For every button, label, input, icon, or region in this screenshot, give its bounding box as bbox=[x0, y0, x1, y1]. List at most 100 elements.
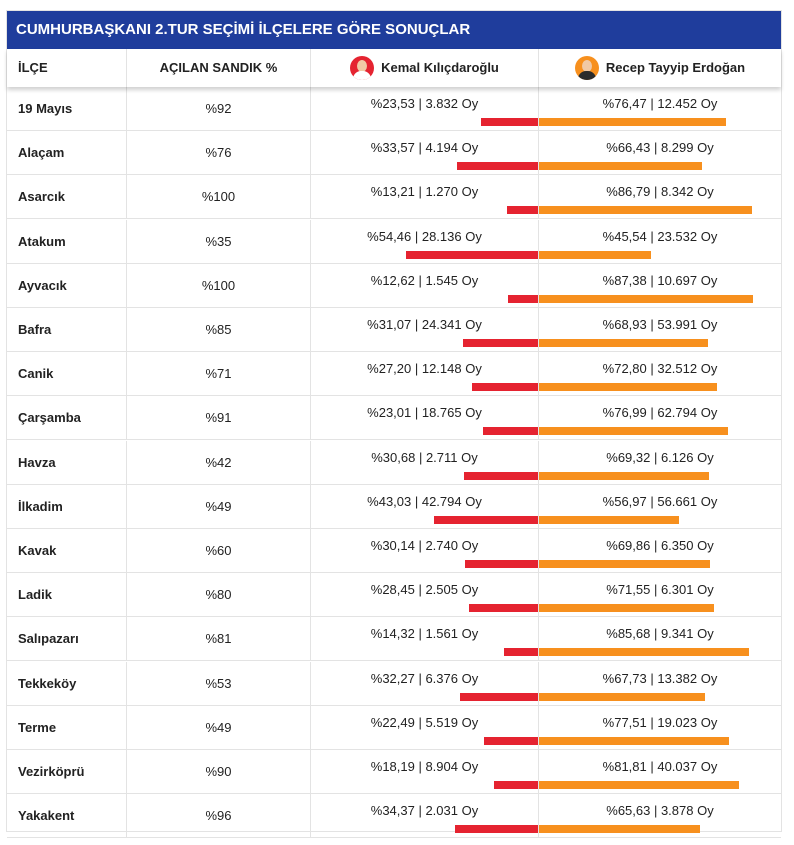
candidate-1-result: %54,46 | 28.136 Oy bbox=[310, 219, 539, 263]
candidate-1-bar bbox=[483, 736, 539, 745]
table-row: Vezirköprü %90 %18,19 | 8.904 Oy %81,81 | 4… bbox=[7, 750, 781, 794]
candidate-1-result: %28,45 | 2.505 Oy bbox=[310, 573, 539, 617]
candidate-2-result: %65,63 | 3.878 Oy bbox=[538, 794, 781, 838]
opened-boxes-value: %76 bbox=[126, 131, 310, 175]
candidate-2-bar bbox=[539, 648, 749, 657]
candidate-1-bar bbox=[508, 294, 539, 303]
candidate-2-result-text: %66,43 | 8.299 Oy bbox=[606, 140, 714, 156]
candidate-2-result: %76,47 | 12.452 Oy bbox=[538, 87, 781, 130]
candidate-2-result: %56,97 | 56.661 Oy bbox=[538, 484, 781, 528]
opened-boxes-value: %49 bbox=[126, 705, 310, 749]
table-row: Kavak %60 %30,14 | 2.740 Oy %69,86 | 6.350 … bbox=[7, 529, 781, 573]
opened-boxes-value: %53 bbox=[126, 661, 310, 705]
candidate-1-bar bbox=[462, 339, 539, 347]
candidate-1-result: %13,21 | 1.270 Oy bbox=[310, 175, 539, 219]
candidate-2-result: %87,38 | 10.697 Oy bbox=[538, 263, 781, 307]
candidate-2-result: %76,99 | 62.794 Oy bbox=[538, 396, 781, 440]
candidate-2-result-text: %68,93 | 53.991 Oy bbox=[602, 317, 718, 332]
candidate-1-bar bbox=[465, 560, 539, 568]
candidate-1-result-text: %28,45 | 2.505 Oy bbox=[370, 582, 479, 598]
table-row: Terme %49 %22,49 | 5.519 Oy %77,51 | 19.023… bbox=[7, 705, 781, 750]
candidate-2-result: %66,43 | 8.299 Oy bbox=[538, 131, 781, 175]
district-name: Alaçam bbox=[18, 145, 65, 161]
candidate-1-bar bbox=[454, 825, 539, 834]
table-row: Ayvacık %100 %12,62 | 1.545 Oy %87,38 | 10.… bbox=[7, 263, 781, 308]
district-name: Atakum bbox=[18, 233, 66, 249]
table-row: İlkadim %49 %43,03 | 42.794 Oy %56,97 | 56.… bbox=[7, 484, 781, 529]
candidate-1-result-text: %34,37 | 2.031 Oy bbox=[370, 803, 479, 819]
candidate-1-result: %27,20 | 12.148 Oy bbox=[310, 352, 539, 396]
candidate-1-result-text: %33,57 | 4.194 Oy bbox=[370, 140, 479, 156]
candidate-1-bar bbox=[482, 427, 539, 436]
candidate-1-bar bbox=[494, 781, 539, 789]
column-header-candidate-2: Recep Tayyip Erdoğan bbox=[538, 49, 781, 87]
candidate-2-result: %71,55 | 6.301 Oy bbox=[538, 573, 781, 617]
candidate-2-result-text: %72,80 | 32.512 Oy bbox=[602, 361, 718, 377]
candidate-2-bar bbox=[539, 781, 740, 789]
opened-boxes-value: %85 bbox=[126, 308, 310, 351]
candidate-1-result: %23,53 | 3.832 Oy bbox=[310, 87, 539, 130]
candidate-1-result-text: %22,49 | 5.519 Oy bbox=[370, 714, 479, 730]
candidate-2-result: %72,80 | 32.512 Oy bbox=[538, 352, 781, 396]
candidate-2-result-text: %45,54 | 23.532 Oy bbox=[602, 228, 718, 244]
opened-boxes-value: %100 bbox=[126, 263, 310, 307]
district-name: Havza bbox=[18, 454, 56, 470]
table-row: 19 Mayıs %92 %23,53 | 3.832 Oy %76,47 | 12.… bbox=[7, 87, 781, 131]
column-header-opened-boxes: AÇILAN SANDIK % bbox=[126, 49, 310, 87]
candidate-2-result-text: %87,38 | 10.697 Oy bbox=[602, 272, 718, 288]
district-name: Çarşamba bbox=[18, 410, 81, 426]
opened-boxes-value: %42 bbox=[126, 440, 310, 484]
table-row: Havza %42 %30,68 | 2.711 Oy %69,32 | 6.126 … bbox=[7, 440, 781, 485]
candidate-2-bar bbox=[539, 427, 728, 436]
district-name: Bafra bbox=[18, 322, 52, 337]
table-row: Alaçam %76 %33,57 | 4.194 Oy %66,43 | 8.299… bbox=[7, 131, 781, 176]
candidate-1-bar bbox=[433, 515, 539, 524]
candidate-2-result: %81,81 | 40.037 Oy bbox=[538, 750, 781, 793]
candidate-2-bar bbox=[539, 560, 711, 568]
candidate-1-result-text: %31,07 | 24.341 Oy bbox=[367, 317, 482, 332]
candidate-2-result: %69,32 | 6.126 Oy bbox=[538, 440, 781, 484]
district-name: Salıpazarı bbox=[18, 631, 79, 647]
candidate-1-bar bbox=[463, 471, 539, 480]
candidate-2-bar bbox=[539, 206, 752, 215]
district-name: İlkadim bbox=[18, 498, 63, 514]
table-row: Bafra %85 %31,07 | 24.341 Oy %68,93 | 53.99… bbox=[7, 308, 781, 352]
candidate-2-result-text: %81,81 | 40.037 Oy bbox=[602, 759, 718, 774]
candidate-2-bar bbox=[539, 604, 715, 613]
table-row: Yakakent %96 %34,37 | 2.031 Oy %65,63 | 3.8… bbox=[7, 794, 781, 839]
table-row: Asarcık %100 %13,21 | 1.270 Oy %86,79 | 8.3… bbox=[7, 175, 781, 220]
candidate-1-result: %43,03 | 42.794 Oy bbox=[310, 484, 539, 528]
candidate-2-name: Recep Tayyip Erdoğan bbox=[605, 60, 746, 75]
candidate-1-bar bbox=[503, 648, 539, 657]
candidate-1-result-text: %32,27 | 6.376 Oy bbox=[370, 670, 479, 686]
district-name: Ladik bbox=[18, 587, 52, 603]
column-header-district: İLÇE bbox=[18, 60, 48, 75]
candidate-1-avatar bbox=[350, 56, 375, 80]
candidate-2-bar bbox=[539, 118, 727, 126]
candidate-2-result-text: %67,73 | 13.382 Oy bbox=[602, 670, 718, 686]
candidate-1-result: %14,32 | 1.561 Oy bbox=[310, 617, 539, 661]
district-name: Asarcık bbox=[18, 189, 65, 205]
candidate-1-result-text: %30,68 | 2.711 Oy bbox=[371, 449, 478, 465]
candidate-1-bar bbox=[456, 162, 539, 171]
candidate-1-bar bbox=[405, 250, 539, 259]
candidate-2-bar bbox=[539, 162, 702, 171]
opened-boxes-value: %100 bbox=[126, 175, 310, 219]
candidate-1-result-text: %30,14 | 2.740 Oy bbox=[370, 538, 479, 553]
district-name: Ayvacık bbox=[18, 277, 67, 293]
district-name: Terme bbox=[18, 719, 57, 735]
candidate-1-result-text: %18,19 | 8.904 Oy bbox=[370, 759, 479, 774]
opened-boxes-value: %49 bbox=[126, 484, 310, 528]
candidate-2-result-text: %69,86 | 6.350 Oy bbox=[606, 538, 714, 553]
candidate-1-result: %22,49 | 5.519 Oy bbox=[310, 705, 539, 749]
opened-boxes-value: %71 bbox=[126, 352, 310, 396]
candidate-2-result: %85,68 | 9.341 Oy bbox=[538, 617, 781, 661]
candidate-1-result-text: %43,03 | 42.794 Oy bbox=[367, 493, 482, 509]
candidate-1-result: %18,19 | 8.904 Oy bbox=[310, 750, 539, 793]
opened-boxes-value: %91 bbox=[126, 396, 310, 440]
opened-boxes-value: %60 bbox=[126, 529, 310, 572]
table-header: İLÇE AÇILAN SANDIK % Kemal Kılıçdaroğlu … bbox=[7, 49, 781, 87]
candidate-1-bar bbox=[459, 692, 539, 701]
candidate-1-result-text: %23,01 | 18.765 Oy bbox=[367, 405, 482, 421]
table-row: Canik %71 %27,20 | 12.148 Oy %72,80 | 32.51… bbox=[7, 352, 781, 397]
